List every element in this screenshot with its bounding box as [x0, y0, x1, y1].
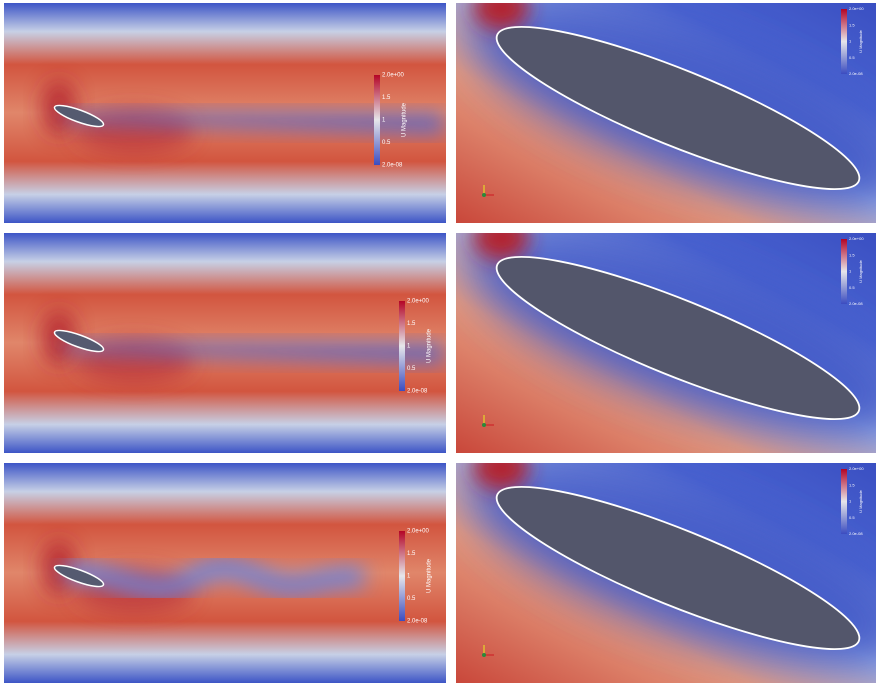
- field: [446, 189, 880, 478]
- flow-panel: 2.0e+001.510.52.0e-08U Magnitude: [4, 3, 446, 223]
- colorbar-tick-label: 1.5: [849, 482, 855, 487]
- colorbar-tick-label: 2.0e+00: [382, 73, 405, 79]
- colorbar: [841, 239, 847, 304]
- axis-origin: [482, 423, 486, 427]
- field: [4, 463, 446, 683]
- colorbar: [841, 469, 847, 534]
- colorbar-title: U Magnitude: [858, 489, 863, 512]
- colorbar-title: U Magnitude: [427, 328, 433, 363]
- colorbar-tick-label: 2.0e+00: [407, 299, 430, 305]
- colorbar-tick-label: 0.5: [382, 140, 391, 146]
- colorbar-tick-label: 1.5: [407, 551, 416, 557]
- field: [4, 233, 446, 453]
- colorbar-tick-label: 0.5: [407, 596, 416, 602]
- flow-panel: 2.0e+001.510.52.0e-08U Magnitude: [446, 419, 880, 685]
- colorbar-tick-label: 2.0e+00: [407, 529, 430, 535]
- colorbar-tick-label: 0.5: [849, 515, 855, 520]
- colorbar: [374, 75, 380, 165]
- colorbar-tick-label: 2.0e+00: [849, 236, 864, 241]
- colorbar-tick-label: 2.0e+00: [849, 466, 864, 471]
- flow-panel: 2.0e+001.510.52.0e-08U Magnitude: [4, 233, 446, 453]
- colorbar-tick-label: 0.5: [849, 55, 855, 60]
- colorbar-title: U Magnitude: [402, 102, 408, 137]
- colorbar-title: U Magnitude: [858, 259, 863, 282]
- colorbar: [399, 531, 405, 621]
- field: [446, 0, 880, 247]
- colorbar-tick-label: 1.5: [382, 95, 391, 101]
- colorbar-title: U Magnitude: [427, 558, 433, 593]
- colorbar: [841, 9, 847, 74]
- field: [446, 419, 880, 685]
- axis-origin: [482, 193, 486, 197]
- axis-origin: [482, 653, 486, 657]
- colorbar-tick-label: 2.0e-08: [407, 389, 428, 395]
- colorbar-tick-label: 1.5: [849, 252, 855, 257]
- flow-panel: 2.0e+001.510.52.0e-08U Magnitude: [446, 0, 880, 247]
- flow-panel: 2.0e+001.510.52.0e-08U Magnitude: [446, 189, 880, 478]
- colorbar-tick-label: 2.0e-08: [407, 619, 428, 625]
- colorbar-tick-label: 0.5: [407, 366, 416, 372]
- colorbar-tick-label: 1.5: [849, 22, 855, 27]
- colorbar: [399, 301, 405, 391]
- colorbar-tick-label: 2.0e+00: [849, 6, 864, 11]
- flow-panel: 2.0e+001.510.52.0e-08U Magnitude: [4, 463, 446, 683]
- colorbar-tick-label: 1.5: [407, 321, 416, 327]
- colorbar-tick-label: 0.5: [849, 285, 855, 290]
- colorbar-tick-label: 2.0e-08: [849, 301, 863, 306]
- colorbar-title: U Magnitude: [858, 29, 863, 52]
- figure: 2.0e+001.510.52.0e-08U Magnitude2.0e+001…: [0, 0, 880, 685]
- colorbar-tick-label: 2.0e-08: [849, 531, 863, 536]
- colorbar-tick-label: 2.0e-08: [849, 71, 863, 76]
- colorbar-tick-label: 2.0e-08: [382, 163, 403, 169]
